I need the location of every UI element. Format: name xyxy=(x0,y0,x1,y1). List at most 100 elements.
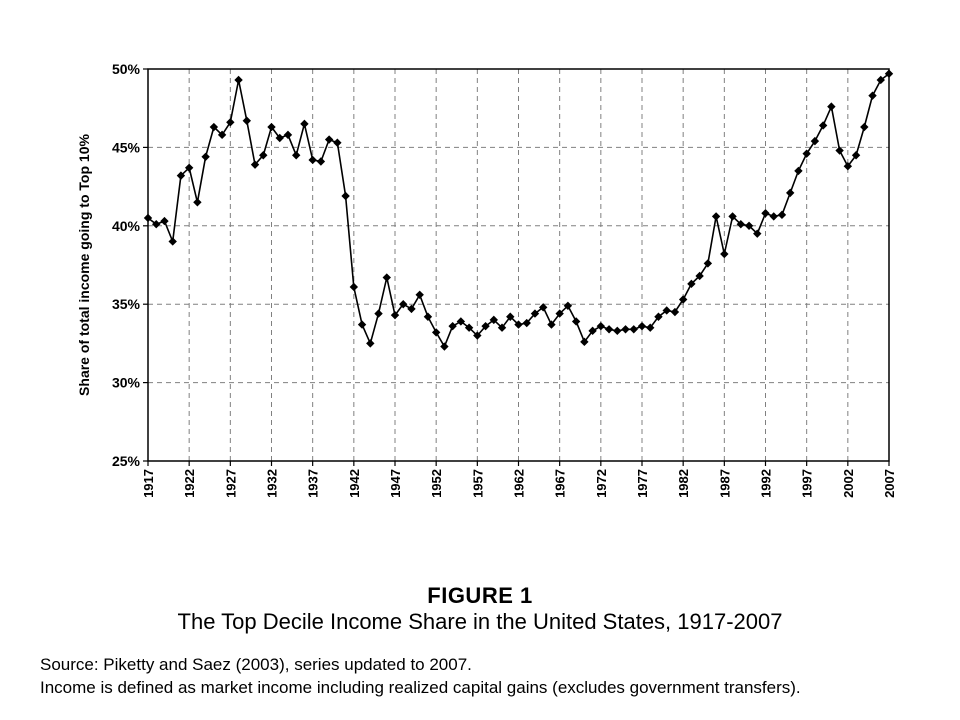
data-point xyxy=(728,212,737,221)
data-point xyxy=(810,136,820,146)
data-point xyxy=(802,149,811,158)
data-point xyxy=(456,317,466,326)
data-point xyxy=(794,166,803,176)
data-point xyxy=(349,282,359,292)
y-axis-label: Share of total income going to Top 10% xyxy=(76,134,92,396)
data-point xyxy=(250,160,260,169)
data-point xyxy=(407,304,416,314)
data-point xyxy=(736,220,745,229)
data-point xyxy=(629,325,638,334)
data-point xyxy=(390,310,400,320)
data-point xyxy=(818,121,828,130)
data-point xyxy=(357,320,367,329)
data-point xyxy=(555,309,564,318)
data-point xyxy=(868,91,877,100)
data-point xyxy=(514,320,523,329)
series-top-decile-share xyxy=(143,69,894,351)
x-tick-label: 1972 xyxy=(594,469,609,498)
x-tick-label: 1932 xyxy=(265,469,280,498)
data-point xyxy=(876,75,885,85)
data-point xyxy=(489,315,498,325)
data-point xyxy=(168,237,177,246)
data-point xyxy=(292,151,301,160)
x-tick-label: 1937 xyxy=(306,469,321,498)
y-tick-label: 50% xyxy=(112,61,141,77)
data-point xyxy=(580,337,589,347)
x-tick-label: 1962 xyxy=(512,469,527,498)
x-tick-label: 1957 xyxy=(470,469,485,498)
data-point xyxy=(711,212,721,221)
source-note: Source: Piketty and Saez (2003), series … xyxy=(40,655,472,674)
data-point xyxy=(341,191,350,201)
data-point xyxy=(654,312,663,321)
data-point xyxy=(687,279,696,289)
data-point xyxy=(374,309,383,318)
data-point xyxy=(226,118,235,127)
data-point xyxy=(283,130,293,140)
data-point xyxy=(366,339,375,348)
y-tick-label: 30% xyxy=(112,375,141,391)
data-point xyxy=(464,323,474,332)
data-point xyxy=(506,312,515,321)
x-tick-label: 2007 xyxy=(882,469,897,498)
data-point xyxy=(827,102,836,111)
y-tick-label: 40% xyxy=(112,218,141,234)
data-point xyxy=(843,162,853,171)
data-point xyxy=(234,75,243,85)
data-point xyxy=(259,151,268,160)
data-point xyxy=(431,328,441,337)
data-point xyxy=(884,69,894,78)
data-point xyxy=(860,122,869,132)
data-point xyxy=(744,221,754,230)
chart-area: 25% 30% 35% 40% 45% 50% 1917 1922 1927 1932 1937 19… xyxy=(76,61,897,498)
data-point xyxy=(481,321,490,331)
data-point xyxy=(152,220,161,229)
data-point xyxy=(497,323,507,332)
data-point xyxy=(621,325,630,334)
data-point xyxy=(769,212,778,221)
x-tick-label: 1977 xyxy=(635,469,650,498)
data-point xyxy=(637,321,647,331)
data-point xyxy=(539,303,548,312)
data-point xyxy=(176,171,186,180)
data-point xyxy=(851,151,861,160)
data-point xyxy=(695,271,704,281)
x-tick-label: 1987 xyxy=(717,469,732,498)
data-point xyxy=(777,210,787,220)
data-point xyxy=(571,317,581,326)
data-point xyxy=(720,249,729,259)
x-tick-label: 1947 xyxy=(388,469,403,498)
data-point xyxy=(440,342,449,351)
data-point xyxy=(835,146,844,155)
data-point xyxy=(300,119,309,129)
data-point xyxy=(613,326,622,336)
y-tick-label: 45% xyxy=(112,139,141,155)
line-chart: 25% 30% 35% 40% 45% 50% 1917 1922 1927 1932 1937 19… xyxy=(76,61,897,498)
y-tick-label: 35% xyxy=(112,296,141,312)
data-point xyxy=(547,320,556,329)
data-point xyxy=(242,116,251,125)
data-point xyxy=(646,323,655,332)
data-point xyxy=(588,326,597,336)
data-point xyxy=(209,122,219,132)
x-tick-label: 1967 xyxy=(553,469,568,498)
data-point xyxy=(563,301,573,310)
data-point xyxy=(678,295,688,304)
x-tick-label: 1997 xyxy=(800,469,815,498)
gridlines xyxy=(148,69,889,461)
x-tick-label: 2002 xyxy=(841,469,856,498)
data-point xyxy=(308,155,317,165)
x-tick-label: 1917 xyxy=(141,469,156,498)
data-point xyxy=(193,198,202,207)
data-point xyxy=(382,273,391,282)
figure-title: The Top Decile Income Share in the Unite… xyxy=(177,609,783,634)
data-point xyxy=(448,321,457,331)
x-tick-label: 1942 xyxy=(347,469,362,498)
data-point xyxy=(324,135,334,144)
data-point xyxy=(267,122,276,132)
data-point xyxy=(160,216,169,226)
x-tick-label: 1922 xyxy=(182,469,197,498)
data-point xyxy=(530,309,540,318)
data-point xyxy=(143,213,153,223)
data-point xyxy=(703,259,713,268)
